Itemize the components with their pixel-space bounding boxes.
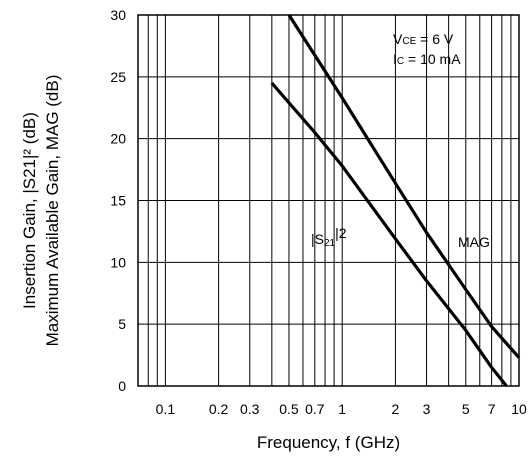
x-tick-label: 3	[423, 401, 431, 417]
series-line-mag	[287, 14, 521, 359]
y-axis-title-line1: Insertion Gain, |S21|² (dB)	[20, 112, 39, 309]
y-tick-label: 15	[110, 193, 126, 209]
x-tick-label: 2	[392, 401, 400, 417]
x-tick-label: 5	[462, 401, 470, 417]
y-tick-label: 30	[110, 7, 126, 23]
grid	[138, 15, 519, 386]
series-label-s21: |S21|2	[311, 225, 347, 249]
x-tick-label: 0.3	[240, 401, 260, 417]
tick-labels: 0.1 0.2 0.3 0.5 0.7 1 2 3 5 7 10 0 5 10 15 20 25 30	[110, 7, 527, 417]
series-lines	[270, 14, 521, 388]
y-tick-label: 0	[118, 378, 126, 394]
condition-vce: VCE = 6 V	[393, 31, 454, 47]
x-tick-label: 0.2	[209, 401, 229, 417]
y-tick-label: 10	[110, 254, 126, 270]
x-tick-label: 1	[338, 401, 346, 417]
x-tick-label: 0.7	[305, 401, 325, 417]
y-axis-title-line2: Maximum Available Gain, MAG (dB)	[43, 75, 62, 347]
series-line-s21	[270, 81, 508, 388]
x-tick-label: 0.1	[156, 401, 176, 417]
condition-ic: IC = 10 mA	[393, 51, 461, 67]
x-axis-title: Frequency, f (GHz)	[257, 433, 400, 452]
y-tick-label: 5	[118, 316, 126, 332]
y-tick-label: 20	[110, 131, 126, 147]
x-tick-label: 10	[511, 401, 527, 417]
x-tick-label: 0.5	[279, 401, 299, 417]
y-tick-label: 25	[110, 69, 126, 85]
x-tick-label: 7	[488, 401, 496, 417]
plot-frame	[137, 14, 520, 387]
series-label-mag: MAG	[458, 234, 490, 250]
